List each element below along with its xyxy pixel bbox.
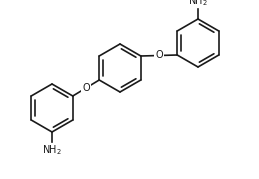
Text: O: O (155, 50, 163, 61)
Text: NH$_2$: NH$_2$ (42, 143, 62, 157)
Text: NH$_2$: NH$_2$ (188, 0, 208, 8)
Text: O: O (82, 83, 90, 93)
